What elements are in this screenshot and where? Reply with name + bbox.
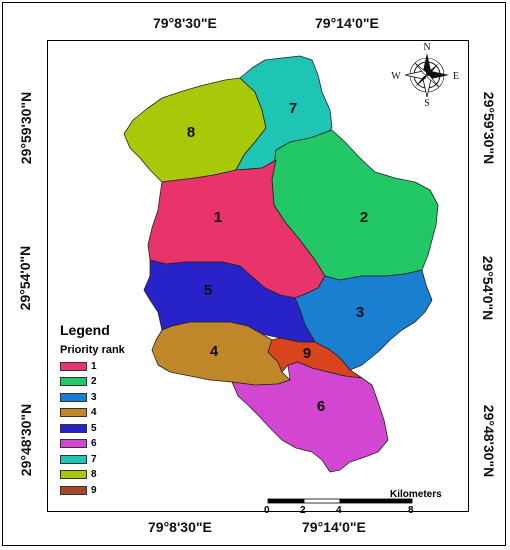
legend-item: 9: [60, 484, 97, 496]
legend-title: Legend: [60, 322, 110, 338]
legend-swatch: [60, 408, 87, 417]
bottom-coord-2: 79°14'0"E: [302, 519, 366, 535]
legend-item: 5: [60, 422, 97, 434]
top-coord-2: 79°14'0"E: [315, 15, 379, 31]
compass-icon: [404, 53, 449, 98]
legend-item: 7: [60, 453, 97, 465]
scale-tick-0: 0: [264, 505, 270, 516]
compass-n: N: [423, 42, 430, 53]
legend-swatch: [60, 454, 87, 464]
scale-bar: [267, 498, 413, 504]
scale-units: Kilometers: [390, 489, 442, 500]
legend-label: 4: [91, 407, 97, 418]
legend-item: 1: [60, 360, 97, 372]
map-border: [2, 2, 506, 546]
legend-label: 2: [91, 376, 97, 387]
label-5: 5: [204, 282, 212, 299]
label-3: 3: [356, 304, 364, 321]
legend-label: 1: [91, 360, 97, 372]
label-2: 2: [360, 209, 368, 226]
legend-swatch: [60, 361, 87, 371]
legend-item: 3: [60, 391, 97, 403]
legend-label: 8: [91, 469, 97, 480]
scale-tick-8: 8: [408, 505, 414, 516]
label-9: 9: [303, 345, 311, 362]
label-7: 7: [289, 100, 297, 117]
scale-tick-2: 2: [300, 505, 306, 516]
legend-label: 9: [91, 484, 97, 496]
compass-w: W: [391, 71, 401, 82]
top-coord-1: 79°8'30"E: [153, 15, 217, 31]
label-8: 8: [187, 124, 195, 141]
legend-swatch: [60, 377, 87, 386]
legend-label: 7: [91, 453, 97, 465]
compass-s: S: [424, 98, 430, 109]
legend-item: 4: [60, 407, 97, 419]
legend-label: 6: [91, 438, 97, 449]
legend-item: 2: [60, 376, 97, 388]
legend-item: 6: [60, 438, 97, 450]
legend-item: 8: [60, 469, 97, 481]
bottom-coord-1: 79°8'30"E: [148, 519, 212, 535]
label-1: 1: [214, 209, 222, 226]
compass-e: E: [453, 71, 459, 82]
subwatershed-6: [231, 361, 389, 473]
legend-swatch: [60, 392, 87, 402]
label-6: 6: [317, 398, 325, 415]
legend-subtitle: Priority rank: [60, 344, 125, 356]
legend-swatch: [60, 439, 87, 448]
legend-label: 3: [91, 391, 97, 403]
legend-label: 5: [91, 422, 97, 434]
legend-swatch: [60, 423, 87, 433]
scale-tick-4: 4: [336, 505, 342, 516]
label-4: 4: [210, 343, 219, 360]
legend-swatch: [60, 470, 87, 479]
legend-swatch: [60, 485, 87, 495]
subwatershed-4: [151, 321, 291, 386]
